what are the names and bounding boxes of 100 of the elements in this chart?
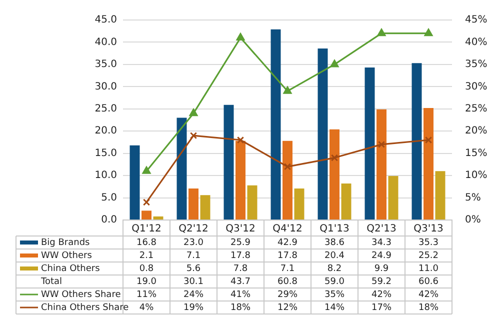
x-tick-label: Q4'12 — [272, 224, 302, 235]
bar — [330, 129, 340, 220]
bar — [364, 68, 375, 220]
point — [283, 86, 292, 94]
text: 59.2 — [371, 276, 392, 287]
text: 59.0 — [324, 276, 345, 287]
point — [284, 163, 292, 170]
x-tick-label: Q2'13 — [366, 224, 396, 235]
data-label: 19% — [183, 302, 204, 313]
y2-tick-label: 30% — [465, 81, 488, 92]
point — [330, 154, 338, 162]
data-label: 17% — [371, 302, 392, 313]
x-tick-label: Q1'13 — [320, 224, 350, 235]
y2-tick-label: 35% — [465, 59, 488, 70]
text: 19.0 — [136, 276, 157, 287]
data-label: 35% — [324, 290, 345, 300]
y2-tick-label: 10% — [465, 170, 488, 182]
bar — [424, 108, 434, 220]
point — [236, 33, 245, 41]
bar — [236, 140, 246, 220]
data-label: 18% — [230, 302, 251, 313]
data-label: 42% — [418, 290, 439, 300]
legend-label: China Others Share — [41, 302, 130, 313]
x-tick-label: Q2'12 — [178, 224, 208, 235]
point — [330, 60, 339, 68]
data-label: 11% — [136, 290, 157, 300]
legend-label: WW Others Share — [41, 290, 122, 300]
bar — [224, 104, 234, 220]
bar — [294, 188, 304, 220]
bar — [188, 188, 198, 220]
bar — [176, 118, 187, 220]
data-label: 12% — [277, 302, 298, 313]
y-tick-label: 35.0 — [94, 59, 117, 70]
text: 43.7 — [230, 276, 251, 287]
bar — [247, 185, 258, 220]
bar — [142, 210, 152, 220]
point — [377, 28, 386, 36]
y2-tick-label: 5% — [465, 192, 481, 204]
data-label: 17.8 — [277, 250, 298, 261]
y2-tick-label: 15% — [465, 148, 488, 159]
text: 60.8 — [277, 276, 298, 287]
point — [378, 140, 386, 148]
legend-label: WW Others — [41, 250, 92, 261]
text: 30.1 — [183, 276, 204, 287]
text: 60.6 — [418, 276, 439, 287]
bar — [412, 63, 422, 220]
data-label: 23.0 — [183, 238, 204, 248]
data-label: 4% — [139, 302, 154, 313]
data-label: 8.2 — [327, 264, 342, 274]
legend-label: China Others — [41, 264, 100, 274]
data-label: 25.9 — [230, 238, 251, 248]
data-label: 11.0 — [418, 264, 439, 274]
data-label: 41% — [230, 290, 251, 300]
y-tick-label: 40.0 — [94, 36, 117, 48]
bar — [270, 29, 281, 220]
text: Total — [40, 276, 62, 287]
point — [424, 136, 432, 144]
x-tick-label: Q1'12 — [132, 224, 162, 235]
data-label: 42.9 — [277, 238, 298, 248]
bar — [318, 48, 328, 220]
y-tick-label: 25.0 — [94, 103, 117, 114]
data-label: 24% — [183, 290, 204, 300]
x-tick-label: Q3'12 — [226, 224, 256, 235]
data-label: 9.9 — [374, 264, 389, 274]
point — [236, 136, 244, 144]
y2-tick-label: 20% — [465, 126, 488, 137]
bar — [435, 171, 446, 220]
data-label: 38.6 — [324, 238, 345, 248]
data-label: 7.1 — [280, 264, 295, 274]
data-label: 14% — [324, 302, 345, 313]
data-label: 20.4 — [324, 250, 345, 261]
bar — [376, 109, 386, 220]
data-label: 7.8 — [233, 264, 248, 274]
y-tick-label: 15.0 — [94, 148, 117, 159]
data-label: 2.1 — [139, 250, 154, 261]
bar — [153, 216, 164, 220]
y-tick-label: 45.0 — [94, 14, 117, 26]
point — [190, 132, 198, 140]
point — [142, 198, 150, 206]
point — [424, 28, 433, 36]
y2-tick-label: 0% — [465, 214, 481, 226]
data-label: 5.6 — [186, 264, 201, 274]
data-label: 34.3 — [371, 238, 392, 248]
data-label: 25.2 — [418, 250, 439, 261]
data-label: 42% — [371, 290, 392, 300]
point — [142, 166, 151, 174]
bar — [341, 184, 352, 220]
y-tick-label: 20.0 — [94, 126, 117, 137]
bar — [388, 176, 398, 220]
y2-tick-label: 45% — [465, 14, 488, 26]
data-label: 29% — [277, 290, 298, 300]
bar — [282, 140, 292, 220]
y-tick-label: 5.0 — [101, 192, 117, 204]
y2-tick-label: 40% — [465, 36, 488, 48]
data-label: 0.8 — [139, 264, 154, 274]
bar — [200, 195, 210, 220]
data-label: 16.8 — [136, 238, 157, 248]
data-label: 7.1 — [186, 250, 201, 261]
x-tick-label: Q3'13 — [414, 224, 444, 235]
data-label: 17.8 — [230, 250, 251, 261]
